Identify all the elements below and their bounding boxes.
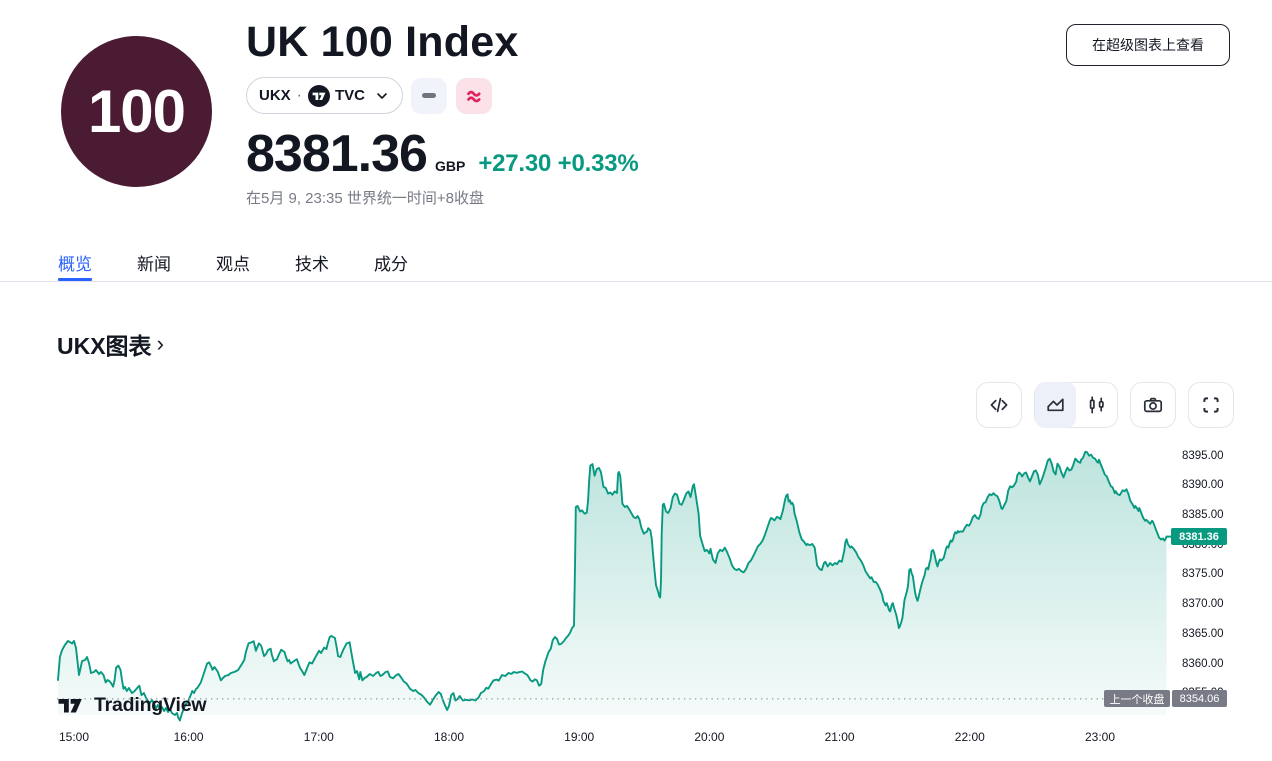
fullscreen-button[interactable] [1188,382,1234,428]
y-axis-label: 8385.00 [1182,509,1224,521]
area-fill [58,451,1167,721]
price-change: +27.30 +0.33% [478,150,639,177]
chevron-right-icon: › [156,331,164,356]
y-axis-label: 8360.00 [1182,657,1224,670]
tab-3[interactable]: 技术 [295,254,329,274]
prev-close-name-badge: 上一个收盘 [1104,690,1170,708]
page-title: UK 100 Index [246,18,519,66]
x-axis-label: 15:00 [59,730,90,744]
symbol-code: UKX [259,87,291,104]
area-chart-icon [1046,398,1064,412]
tab-1[interactable]: 新闻 [137,254,171,274]
approx-wave-icon [467,90,481,102]
embed-code-button[interactable] [976,382,1022,428]
x-axis-label: 22:00 [954,730,985,744]
camera-icon [1143,397,1163,413]
alert-wave-button[interactable] [456,77,492,114]
y-axis-label: 8390.00 [1182,479,1224,492]
price-chart[interactable]: 8395.008390.008385.008380.008375.008370.… [0,436,1272,761]
price-currency: GBP [434,158,466,174]
section-title-text: UKX图表 [57,333,152,359]
code-icon [990,397,1008,413]
candles-style-button[interactable] [1076,382,1117,428]
symbol-row: UKX · TVC [246,77,492,114]
x-axis-label: 18:00 [433,730,465,744]
last-price-badge: 8381.36 [1171,528,1227,546]
x-axis-label: 19:00 [564,730,595,744]
open-superchart-button[interactable]: 在超级图表上查看 [1066,24,1230,66]
tradingview-attribution[interactable]: TradingView [58,694,207,717]
area-style-button[interactable] [1035,382,1076,428]
symbol-logo-text: 100 [87,78,186,145]
tradingview-logo-icon [308,84,330,107]
tabs-bar: 概览 新闻 观点 技术 成分 [0,243,1272,282]
chevron-down-icon [377,92,387,99]
tab-2[interactable]: 观点 [216,254,250,274]
minus-icon [422,93,436,98]
x-axis-label: 21:00 [824,730,855,744]
last-price: 8381.36 [246,125,428,183]
fullscreen-icon [1203,397,1219,413]
chart-toolbar [976,382,1234,428]
x-axis-label: 23:00 [1084,730,1116,744]
exchange-code: TVC [335,87,365,104]
prev-close-value-badge: 8354.06 [1172,690,1227,708]
price-line-path [57,450,1168,722]
y-axis-label: 8365.00 [1182,627,1224,640]
screenshot-button[interactable] [1130,382,1176,428]
y-axis-label: 8375.00 [1182,568,1224,581]
symbol-switcher-button[interactable]: UKX · TVC [246,77,403,114]
market-status: 在5月 9, 23:35 世界统一时间+8收盘 [246,190,484,207]
x-axis-label: 16:00 [173,730,204,744]
tradingview-attribution-text: TradingView [94,694,207,716]
x-axis-label: 20:00 [694,730,725,744]
price-line: 8381.36 GBP +27.30 +0.33% [246,128,639,180]
remove-watchlist-button[interactable] [411,77,447,114]
tradingview-mark-icon [58,698,82,712]
tab-0[interactable]: 概览 [58,243,92,281]
y-axis-label: 8370.00 [1182,598,1224,611]
y-axis-label: 8395.00 [1182,449,1224,462]
candles-chart-icon [1089,396,1104,414]
section-title-link[interactable]: UKX图表 › [57,327,164,361]
x-axis-label: 17:00 [303,730,334,744]
separator-dot: · [296,86,302,104]
symbol-logo: 100 [61,36,212,187]
chart-style-switcher [1034,382,1118,428]
tab-4[interactable]: 成分 [374,254,408,274]
